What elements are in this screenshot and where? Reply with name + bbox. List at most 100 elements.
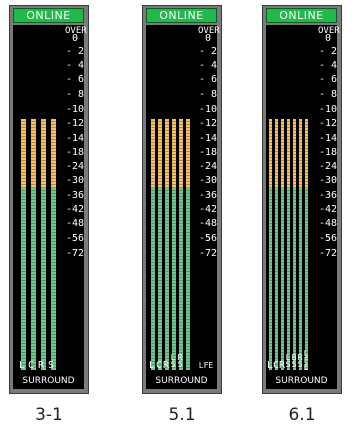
format-caption: 6.1 bbox=[288, 405, 316, 425]
scale-label: -30 bbox=[318, 175, 338, 186]
scale-label: -24 bbox=[65, 161, 85, 172]
scale-label: -72 bbox=[65, 248, 85, 259]
meter-bar bbox=[51, 119, 56, 370]
scale-label: - 8 bbox=[198, 89, 218, 100]
meter-segment-lower bbox=[186, 188, 190, 370]
meter-segment-lower bbox=[41, 188, 46, 370]
meter-segment-upper bbox=[269, 119, 272, 188]
scale-label: - 8 bbox=[65, 89, 85, 100]
scale-label: -56 bbox=[318, 233, 338, 244]
scale-label: 0 bbox=[71, 33, 79, 44]
meter-segment-upper bbox=[275, 119, 278, 188]
scale-label: 0 bbox=[324, 33, 332, 44]
meter-bar bbox=[158, 119, 162, 370]
scale-label: -42 bbox=[198, 204, 218, 215]
meter-segment-lower bbox=[275, 188, 278, 370]
meter-bar bbox=[305, 119, 308, 370]
meter-segment-lower bbox=[172, 188, 176, 370]
scale-label: - 2 bbox=[65, 46, 85, 57]
scale-label: - 4 bbox=[198, 60, 218, 71]
channel-label: L S bbox=[170, 353, 176, 369]
meter-segment-lower bbox=[305, 188, 308, 370]
meter-segment-lower bbox=[165, 188, 169, 370]
online-status: ONLINE bbox=[266, 8, 337, 23]
channel-label: C bbox=[273, 360, 280, 371]
scale-label: -42 bbox=[318, 204, 338, 215]
format-caption: 3-1 bbox=[35, 405, 63, 425]
channel-label: R bbox=[163, 360, 170, 371]
meter-segment-lower bbox=[151, 188, 155, 370]
meter-segment-lower bbox=[299, 188, 302, 370]
meter-segment-lower bbox=[51, 188, 56, 370]
meter-segment-upper bbox=[151, 119, 155, 188]
scale-label: -56 bbox=[65, 233, 85, 244]
scale-label: -14 bbox=[198, 133, 218, 144]
scale-label: -42 bbox=[65, 204, 85, 215]
scale-label: OVER bbox=[65, 26, 87, 36]
meter-segment-upper bbox=[172, 119, 176, 188]
meter-bar bbox=[151, 119, 155, 370]
meter-bar bbox=[165, 119, 169, 370]
scale-label: 0 bbox=[204, 33, 212, 44]
scale-label: -12 bbox=[198, 118, 218, 129]
meter-segment-lower bbox=[31, 188, 36, 370]
meter-panel: ONLINE OVER 0 - 2 - 4 - 6 - 8 -10 -12 -14 -18 -24 -3… bbox=[9, 5, 89, 394]
meter-segment-upper bbox=[31, 119, 36, 188]
scale-label: -10 bbox=[318, 104, 338, 115]
scale-label: - 6 bbox=[318, 74, 338, 85]
online-status: ONLINE bbox=[146, 8, 217, 23]
meter-segment-lower bbox=[158, 188, 162, 370]
scale-label: -72 bbox=[318, 248, 338, 259]
scale-label: -48 bbox=[198, 218, 218, 229]
scale-label: -30 bbox=[198, 175, 218, 186]
meter-panel: ONLINE OVER 0 - 2 - 4 - 6 - 8 -10 -12 -14 -18 -24 -3… bbox=[262, 5, 342, 394]
scale-label: -18 bbox=[198, 147, 218, 158]
scale-label: - 2 bbox=[198, 46, 218, 57]
meter-bar bbox=[275, 119, 278, 370]
channel-label: C bbox=[156, 360, 163, 371]
meter-screen: OVER 0 - 2 - 4 - 6 - 8 -10 -12 -14 -18 -24 -30 -36 -4… bbox=[266, 25, 340, 389]
meter-bar bbox=[293, 119, 296, 370]
meter-bar bbox=[21, 119, 26, 370]
meter-segment-upper bbox=[21, 119, 26, 188]
meter-segment-lower bbox=[179, 188, 183, 370]
scale-label: -18 bbox=[65, 147, 85, 158]
channel-label: R bbox=[38, 360, 45, 371]
channel-label: R bbox=[279, 360, 286, 371]
meter-bar bbox=[179, 119, 183, 370]
scale-label: -14 bbox=[65, 133, 85, 144]
meter-bar bbox=[31, 119, 36, 370]
format-caption: 5.1 bbox=[168, 405, 196, 425]
scale-label: -10 bbox=[65, 104, 85, 115]
meter-segment-upper bbox=[158, 119, 162, 188]
meter-segment-upper bbox=[305, 119, 308, 188]
channel-label: L F E bbox=[303, 349, 309, 372]
surround-label: SURROUND bbox=[275, 376, 328, 386]
channel-label: LFE bbox=[198, 361, 214, 370]
surround-label: SURROUND bbox=[155, 376, 208, 386]
meter-bar bbox=[299, 119, 302, 370]
meter-screen: OVER 0 - 2 - 4 - 6 - 8 -10 -12 -14 -18 -24 -30 -36 -4… bbox=[13, 25, 87, 389]
meter-segment-upper bbox=[299, 119, 302, 188]
scale-label: -12 bbox=[318, 118, 338, 129]
scale-label: -18 bbox=[318, 147, 338, 158]
meter-segment-upper bbox=[51, 119, 56, 188]
meter-bar bbox=[269, 119, 272, 370]
scale-label: -12 bbox=[65, 118, 85, 129]
scale-label: -48 bbox=[65, 218, 85, 229]
channel-label: L bbox=[267, 360, 274, 371]
channel-label: L bbox=[149, 360, 156, 371]
meter-bar bbox=[172, 119, 176, 370]
online-status: ONLINE bbox=[13, 8, 84, 23]
surround-label: SURROUND bbox=[22, 376, 75, 386]
scale-label: - 8 bbox=[318, 89, 338, 100]
scale-label: OVER bbox=[198, 26, 220, 36]
meter-segment-lower bbox=[281, 188, 284, 370]
meter-segment-lower bbox=[21, 188, 26, 370]
scale-label: -30 bbox=[65, 175, 85, 186]
scale-label: - 6 bbox=[65, 74, 85, 85]
meter-segment-lower bbox=[287, 188, 290, 370]
meter-segment-upper bbox=[41, 119, 46, 188]
scale-label: -36 bbox=[318, 190, 338, 201]
channel-label: C bbox=[28, 360, 35, 371]
